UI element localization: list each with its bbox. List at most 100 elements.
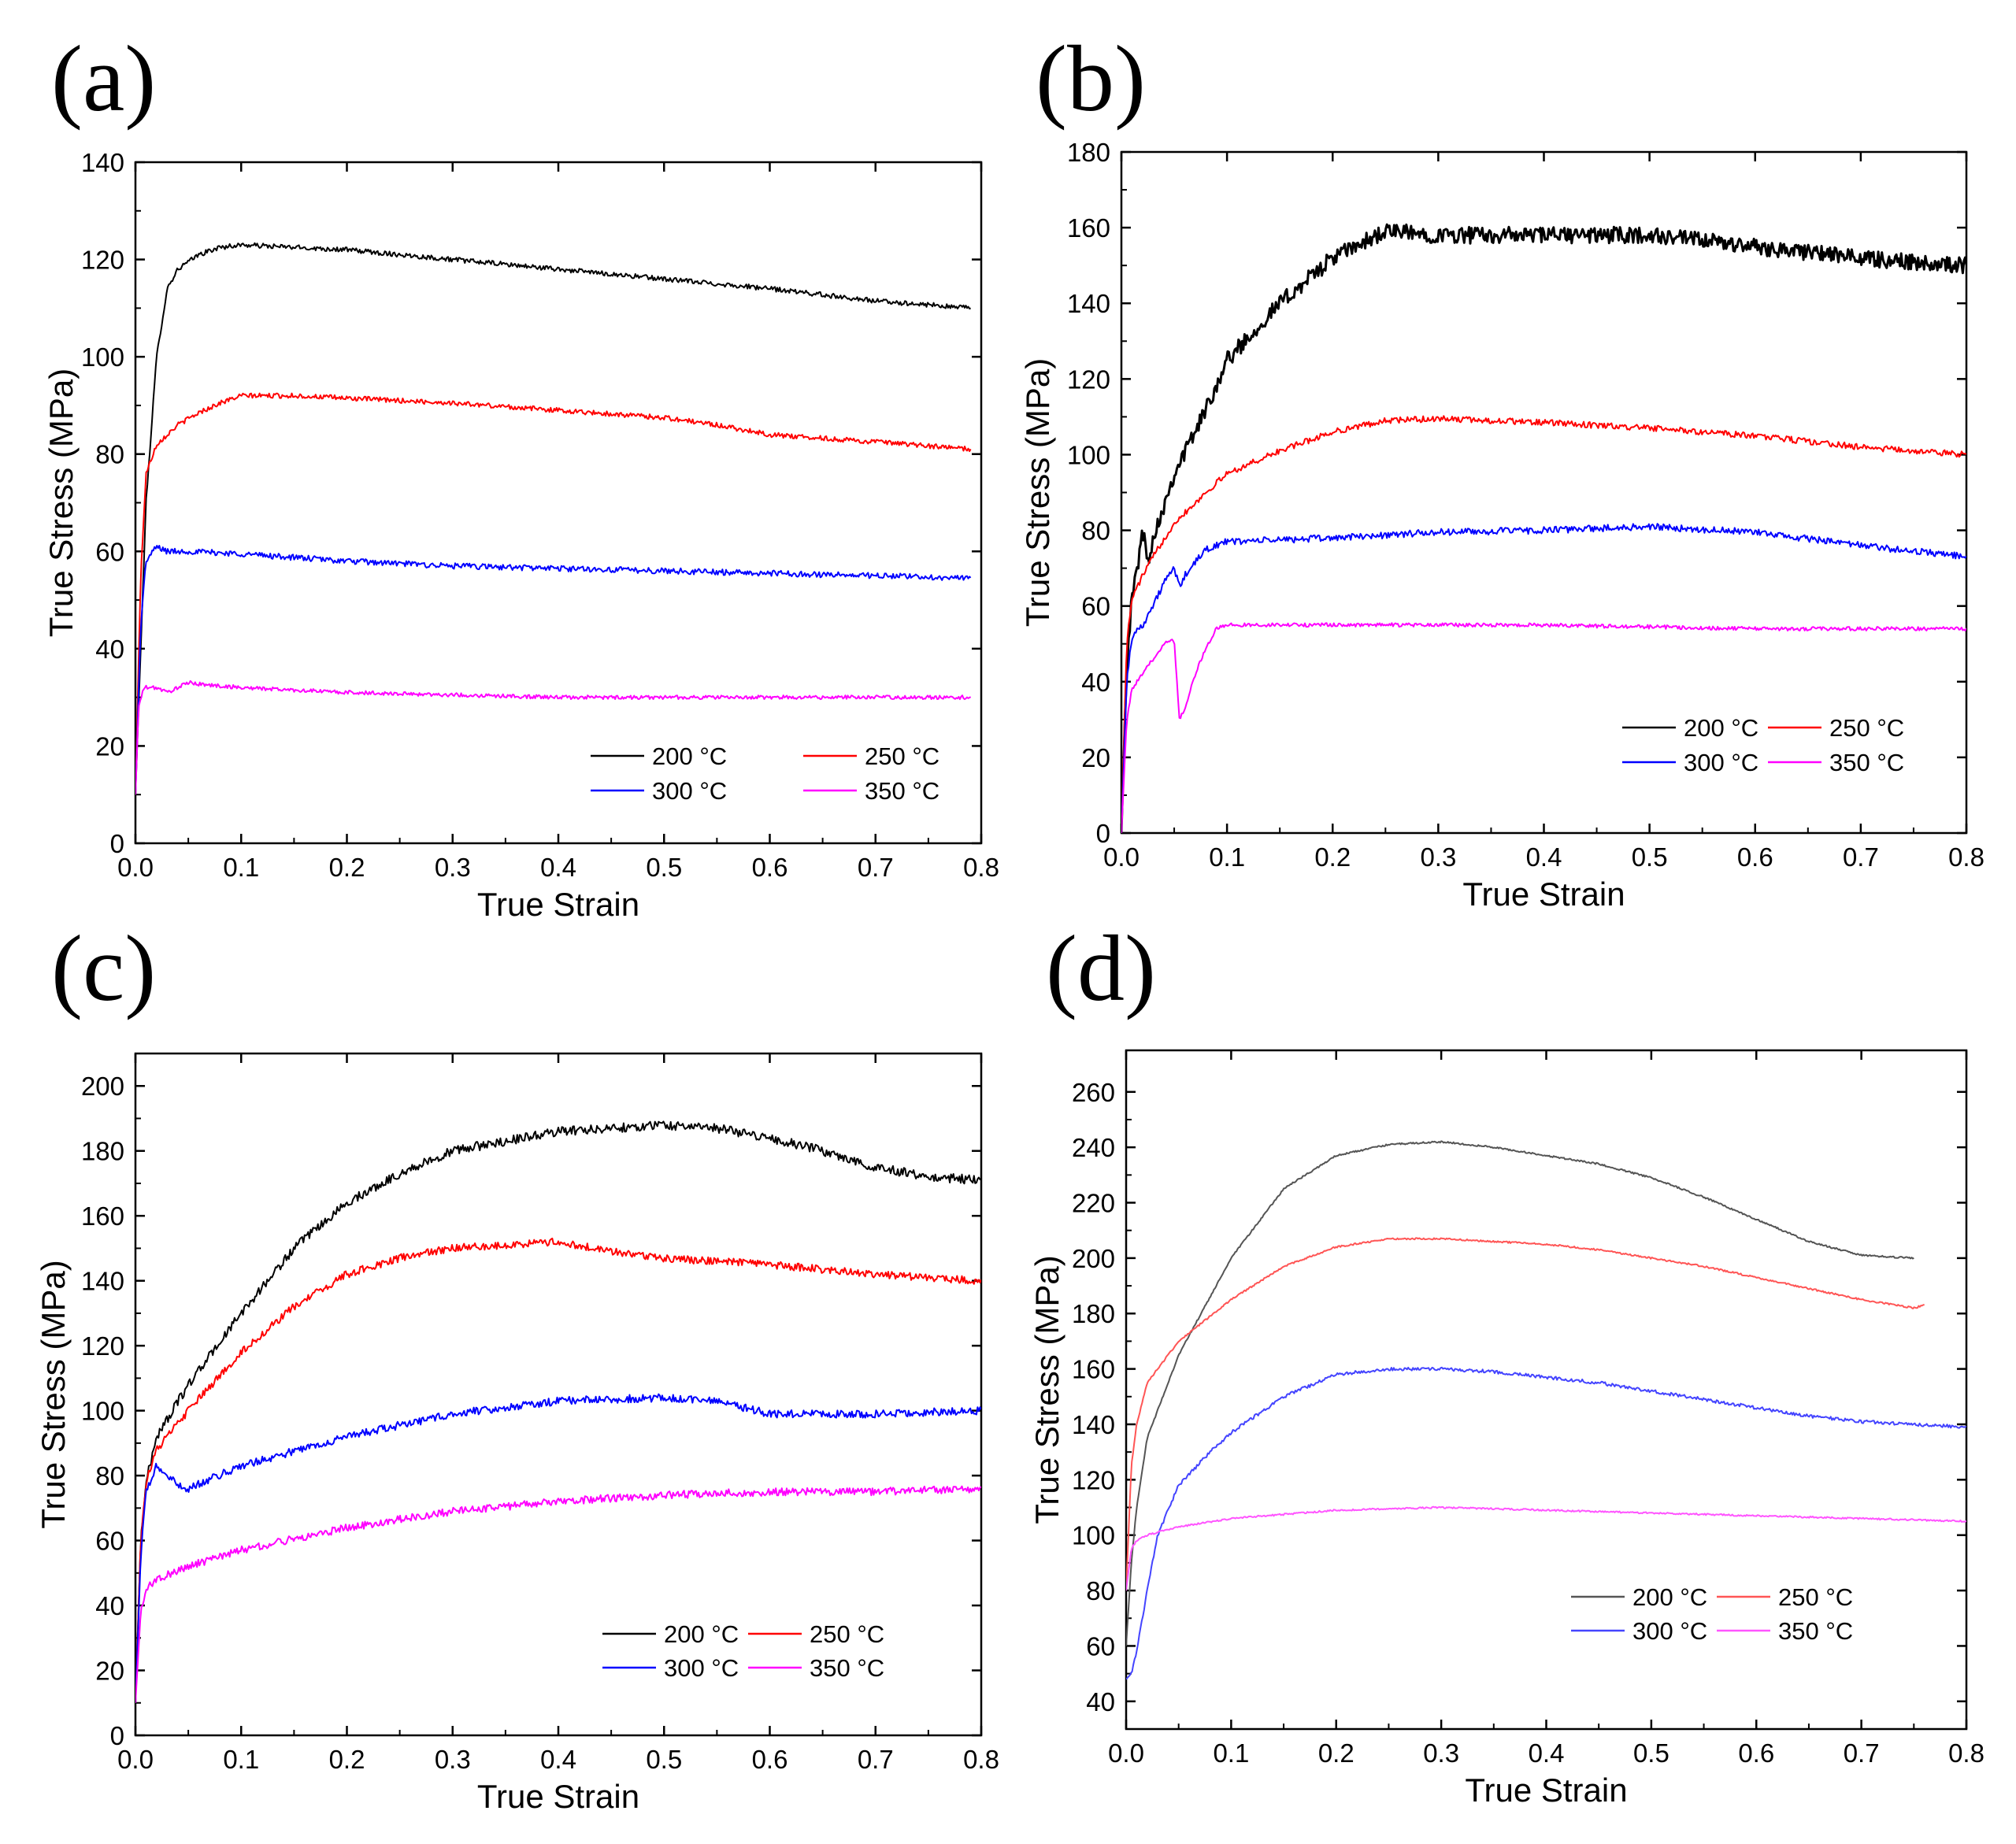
legend-label: 300 °C — [652, 777, 727, 805]
y-tick-label: 80 — [95, 440, 124, 469]
panel-b: (b) 0.0 0.1 0.2 0.3 0.4 0.5 0.6 0.7 0.8 0 20 40 60 80 1… — [1019, 26, 1984, 913]
y-tick-label: 100 — [1067, 440, 1110, 469]
y-tick-label: 180 — [1067, 138, 1110, 167]
y-tick-label: 60 — [95, 1527, 124, 1556]
x-axis-title: True Strain — [1465, 1772, 1627, 1809]
x-tick-label: 0.2 — [329, 1745, 365, 1774]
x-axis-title: True Strain — [477, 886, 639, 923]
x-tick-label: 0.8 — [963, 1745, 999, 1774]
series-line-350C — [135, 679, 972, 795]
panel-label: (c) — [51, 916, 156, 1020]
panel-c: (c) 0.0 0.1 0.2 0.3 0.4 0.5 0.6 0.7 0.8 0 20 40 60 80 1… — [35, 916, 999, 1815]
y-axis-title: True Stress (MPa) — [43, 368, 80, 638]
x-tick-label: 0.3 — [1420, 842, 1456, 872]
x-tick-label: 0.5 — [1632, 842, 1668, 872]
y-tick-label: 20 — [1081, 743, 1110, 772]
y-tick-label: 0 — [110, 829, 124, 858]
y-tick-label: 20 — [95, 731, 124, 761]
y-tick-label: 60 — [1081, 592, 1110, 621]
y-tick-label: 240 — [1072, 1133, 1115, 1162]
x-tick-label: 0.6 — [752, 853, 788, 882]
y-tick-label: 120 — [81, 246, 124, 275]
y-tick-label: 100 — [81, 343, 124, 372]
series-line-250C — [135, 392, 972, 795]
x-tick-label: 0.2 — [1318, 1738, 1354, 1768]
y-tick-label: 200 — [1072, 1244, 1115, 1273]
plot-frame — [134, 161, 983, 845]
series-line-250C — [1121, 415, 1966, 833]
legend-label: 200 °C — [652, 742, 727, 770]
y-tick-label: 80 — [1081, 517, 1110, 546]
y-tick-label: 120 — [1067, 365, 1110, 394]
x-tick-label: 0.5 — [1633, 1738, 1670, 1768]
y-tick-label: 180 — [81, 1137, 124, 1166]
legend-label: 300 °C — [1684, 749, 1758, 776]
y-tick-label: 80 — [1086, 1576, 1115, 1605]
x-tick-label: 0.6 — [1737, 842, 1773, 872]
legend-label: 250 °C — [865, 742, 939, 770]
y-tick-label: 160 — [81, 1202, 124, 1231]
y-tick-label: 0 — [1096, 819, 1110, 848]
x-tick-label: 0.7 — [858, 853, 894, 882]
y-tick-label: 40 — [95, 1591, 124, 1620]
y-tick-label: 60 — [95, 537, 124, 566]
series-line-200C — [135, 1120, 981, 1703]
y-tick-label: 200 — [81, 1072, 124, 1101]
x-tick-label: 0.0 — [1103, 842, 1140, 872]
panel-d: (d) 0.0 0.1 0.2 0.3 0.4 0.5 0.6 0.7 0.8 40 60 80 100 1… — [1028, 916, 1984, 1809]
x-tick-label: 0.1 — [1209, 842, 1245, 872]
y-tick-label: 140 — [1072, 1410, 1115, 1439]
legend-label: 250 °C — [1778, 1583, 1853, 1611]
x-tick-label: 0.0 — [117, 853, 154, 882]
x-tick-label: 0.0 — [117, 1745, 154, 1774]
series-line-250C — [135, 1237, 981, 1703]
y-tick-label: 40 — [95, 635, 124, 664]
legend-label: 300 °C — [1632, 1617, 1707, 1645]
y-tick-label: 140 — [81, 1267, 124, 1296]
legend-label: 250 °C — [1829, 714, 1904, 742]
y-tick-label: 0 — [110, 1721, 124, 1750]
y-axis-title: True Stress (MPa) — [1028, 1255, 1065, 1524]
series-line-200C — [135, 242, 971, 795]
x-tick-label: 0.1 — [1213, 1738, 1249, 1768]
x-tick-label: 0.8 — [1948, 1738, 1984, 1768]
y-tick-label: 100 — [1072, 1521, 1115, 1550]
legend-label: 200 °C — [664, 1620, 739, 1648]
x-tick-label: 0.7 — [1844, 1738, 1880, 1768]
y-tick-label: 100 — [81, 1397, 124, 1426]
x-tick-label: 0.6 — [752, 1745, 788, 1774]
x-axis-title: True Strain — [1462, 876, 1625, 913]
panel-label: (a) — [51, 26, 156, 131]
series-line-300C — [1126, 1366, 1966, 1680]
x-tick-label: 0.8 — [1948, 842, 1984, 872]
x-tick-label: 0.5 — [646, 1745, 682, 1774]
y-tick-label: 260 — [1072, 1078, 1115, 1107]
y-tick-label: 40 — [1086, 1687, 1115, 1716]
x-tick-label: 0.6 — [1738, 1738, 1774, 1768]
legend-label: 250 °C — [810, 1620, 884, 1648]
x-tick-label: 0.3 — [435, 853, 471, 882]
x-tick-label: 0.7 — [858, 1745, 894, 1774]
series-line-350C — [1126, 1505, 1966, 1591]
legend-label: 300 °C — [664, 1654, 739, 1682]
series-line-200C — [1126, 1140, 1914, 1646]
x-tick-label: 0.2 — [1314, 842, 1351, 872]
y-tick-label: 140 — [81, 148, 124, 177]
y-tick-label: 80 — [95, 1461, 124, 1490]
x-tick-label: 0.2 — [329, 853, 365, 882]
y-tick-label: 160 — [1067, 213, 1110, 243]
x-tick-label: 0.4 — [1529, 1738, 1565, 1768]
y-axis-title: True Stress (MPa) — [1019, 358, 1056, 628]
x-tick-label: 0.8 — [963, 853, 999, 882]
series-line-300C — [135, 545, 972, 795]
y-tick-label: 120 — [81, 1331, 124, 1361]
series-line-350C — [1121, 622, 1966, 833]
y-tick-label: 40 — [1081, 668, 1110, 697]
x-tick-label: 0.3 — [435, 1745, 471, 1774]
series-line-300C — [1121, 523, 1966, 833]
legend-label: 350 °C — [1778, 1617, 1853, 1645]
series-line-250C — [1126, 1237, 1925, 1591]
y-tick-label: 220 — [1072, 1189, 1115, 1218]
x-tick-label: 0.7 — [1843, 842, 1879, 872]
